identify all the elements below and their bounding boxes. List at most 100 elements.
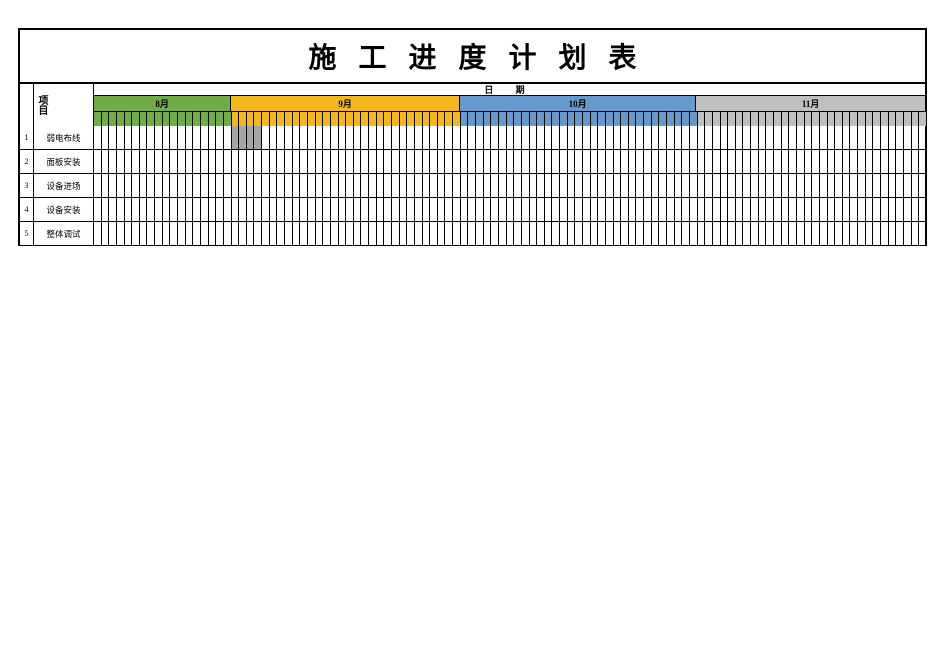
grid-cell <box>293 198 301 221</box>
grid-cell <box>430 150 438 173</box>
grid-cell <box>140 150 148 173</box>
grid-cell <box>789 150 797 173</box>
grid-cell <box>499 150 507 173</box>
grid-cell <box>354 222 362 245</box>
grid-cell <box>537 174 545 197</box>
grid-cell <box>866 150 874 173</box>
day-header-cell <box>621 112 629 126</box>
day-header-cell <box>430 112 438 126</box>
grid-cell <box>721 198 729 221</box>
day-header-cell <box>721 112 729 126</box>
grid-cell <box>209 198 217 221</box>
grid-cell <box>484 150 492 173</box>
grid-cell <box>346 174 354 197</box>
grid-cell <box>361 198 369 221</box>
grid-cell <box>209 222 217 245</box>
grid-cell <box>438 198 446 221</box>
grid-cell <box>445 126 453 149</box>
row-left-fixed: 1弱电布线 <box>20 126 94 149</box>
grid-cell <box>155 222 163 245</box>
day-header-cell <box>583 112 591 126</box>
grid-cell <box>644 198 652 221</box>
grid-cell <box>866 126 874 149</box>
grid-cell <box>682 126 690 149</box>
header-number-column <box>20 84 34 126</box>
grid-cell <box>94 222 102 245</box>
grid-cell <box>591 150 599 173</box>
grid-cell <box>713 198 721 221</box>
grid-cell <box>377 222 385 245</box>
month-header-cell: 9月 <box>231 96 460 111</box>
grid-cell <box>316 174 324 197</box>
grid-cell <box>835 150 843 173</box>
grid-cell <box>629 126 637 149</box>
grid-cell <box>690 222 698 245</box>
day-header-cell <box>94 112 102 126</box>
grid-cell <box>675 126 683 149</box>
day-header-cell <box>201 112 209 126</box>
grid-cell <box>583 150 591 173</box>
grid-cell <box>667 126 675 149</box>
grid-cell <box>850 198 858 221</box>
day-header-cell <box>690 112 698 126</box>
grid-cell <box>530 150 538 173</box>
grid-cell <box>308 222 316 245</box>
grid-cell <box>820 150 828 173</box>
row-left-fixed: 5整体调试 <box>20 222 94 245</box>
grid-cell <box>308 174 316 197</box>
grid-cell <box>919 150 926 173</box>
grid-cell <box>636 222 644 245</box>
grid-cell <box>201 198 209 221</box>
grid-cell <box>774 174 782 197</box>
day-header-cell <box>591 112 599 126</box>
grid-cell <box>545 222 553 245</box>
day-header-cell <box>751 112 759 126</box>
row-number-cell: 2 <box>20 150 34 173</box>
grid-cell <box>828 174 836 197</box>
grid-cell <box>163 174 171 197</box>
grid-cell <box>117 198 125 221</box>
grid-cell <box>896 150 904 173</box>
grid-cell <box>461 222 469 245</box>
row-project-cell: 面板安装 <box>34 150 94 173</box>
grid-cell <box>453 150 461 173</box>
grid-cell <box>262 150 270 173</box>
day-header-cell <box>300 112 308 126</box>
grid-cell <box>102 174 110 197</box>
grid-cell <box>713 126 721 149</box>
grid-cell <box>170 174 178 197</box>
grid-cell <box>912 150 920 173</box>
grid-cell <box>759 150 767 173</box>
grid-cell <box>698 126 706 149</box>
grid-cell <box>491 222 499 245</box>
grid-cell <box>423 198 431 221</box>
grid-cell <box>591 198 599 221</box>
grid-cell <box>369 174 377 197</box>
day-header-cell <box>438 112 446 126</box>
grid-cell <box>766 126 774 149</box>
grid-cell <box>522 198 530 221</box>
grid-cell <box>828 198 836 221</box>
grid-cell <box>163 150 171 173</box>
grid-cell <box>117 150 125 173</box>
grid-cell <box>415 198 423 221</box>
grid-cell <box>881 150 889 173</box>
grid-cell <box>552 198 560 221</box>
grid-cell <box>912 198 920 221</box>
grid-cell <box>445 174 453 197</box>
grid-cell <box>468 198 476 221</box>
grid-cell <box>858 222 866 245</box>
grid-cell <box>514 198 522 221</box>
grid-cell <box>361 174 369 197</box>
grid-cell <box>789 174 797 197</box>
row-grid <box>94 150 925 173</box>
grid-cell <box>659 174 667 197</box>
grid-cell <box>659 222 667 245</box>
grid-cell <box>209 174 217 197</box>
grid-cell <box>850 174 858 197</box>
row-project-cell: 设备安装 <box>34 198 94 221</box>
grid-cell <box>400 174 408 197</box>
grid-cell <box>652 222 660 245</box>
grid-cell <box>407 222 415 245</box>
grid-cell <box>889 126 897 149</box>
